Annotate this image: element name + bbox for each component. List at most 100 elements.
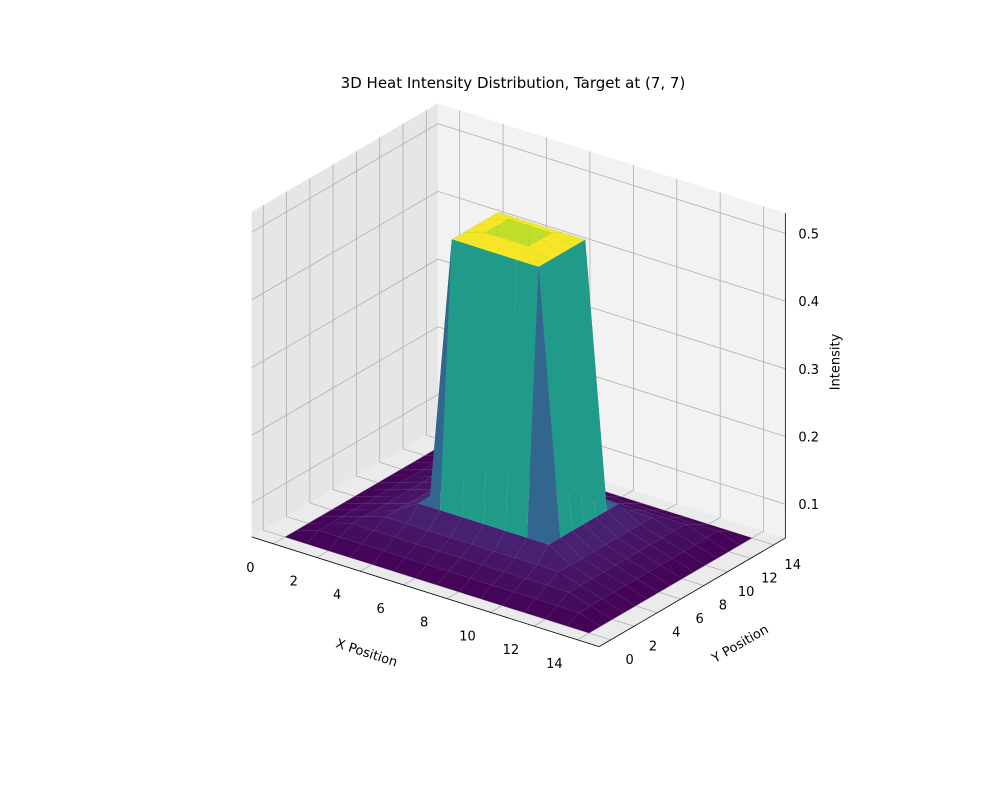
- surface-face: [561, 246, 596, 525]
- surface-face: [428, 510, 462, 538]
- surface-face: [567, 612, 601, 633]
- surface-face: [319, 509, 354, 517]
- gridline-y: [425, 110, 774, 546]
- z-tick-label: 0.1: [798, 498, 819, 513]
- gridline-z: [251, 394, 786, 505]
- x-axis-line: [251, 536, 600, 648]
- z-tick-label: 0.3: [798, 363, 819, 378]
- surface-face: [685, 524, 719, 538]
- surface-face: [361, 530, 396, 551]
- surface-face: [363, 510, 397, 517]
- surface-face: [378, 475, 412, 483]
- surface-face: [548, 537, 583, 565]
- z-axis-label: Intensity: [828, 333, 843, 390]
- surface-face: [620, 503, 654, 511]
- surface-face: [385, 503, 419, 524]
- surface-face: [471, 524, 506, 552]
- surface-face: [651, 517, 686, 532]
- surface-face: [568, 585, 603, 606]
- y-tick-label: 10: [738, 585, 755, 600]
- surface-face: [673, 524, 707, 545]
- surface-face: [603, 565, 638, 586]
- x-tick-label: 2: [290, 575, 298, 590]
- gridline-z: [251, 190, 786, 302]
- y-tick-label: 4: [672, 626, 680, 641]
- surface-face: [308, 516, 342, 524]
- surface-face: [393, 557, 427, 579]
- y-axis-label: Y Position: [709, 622, 772, 667]
- surface-face: [695, 537, 729, 559]
- surface-face: [718, 531, 752, 545]
- gridline-z: [251, 326, 786, 437]
- surface-face: [450, 517, 484, 545]
- y-tick-label: 8: [719, 599, 727, 614]
- surface-face: [528, 239, 562, 261]
- x-tick-label: 4: [333, 588, 341, 603]
- surface-face: [405, 544, 439, 565]
- surface-face: [602, 592, 636, 613]
- surface-face: [438, 537, 472, 558]
- surface-face: [470, 564, 504, 586]
- surface-face: [513, 578, 548, 599]
- surface-face: [389, 469, 424, 476]
- surface-face: [696, 524, 731, 532]
- surface-face: [285, 530, 319, 544]
- surface-face: [595, 510, 629, 538]
- surface-face: [354, 489, 389, 497]
- surface-face: [448, 557, 482, 579]
- surface-face: [486, 212, 521, 220]
- surface-face: [683, 544, 718, 566]
- surface-face: [630, 510, 664, 518]
- surface-face: [631, 503, 666, 511]
- surface-face: [663, 517, 697, 525]
- surface-face: [618, 503, 652, 525]
- surface-face: [318, 523, 352, 538]
- surface-face: [570, 558, 604, 579]
- chart-title: 3D Heat Intensity Distribution, Target a…: [341, 74, 686, 92]
- surface-face: [605, 537, 639, 559]
- surface-face: [351, 516, 386, 531]
- surface-face: [296, 523, 330, 531]
- surface-face: [440, 239, 474, 518]
- surface-face: [503, 558, 538, 579]
- x-tick-label: 10: [459, 629, 476, 644]
- surface-face: [525, 564, 559, 586]
- surface-face: [426, 551, 461, 572]
- x-axis-label: X Position: [334, 637, 399, 671]
- x-tick-label: 12: [503, 643, 520, 658]
- surface-face: [383, 537, 417, 558]
- surface-face: [508, 219, 542, 226]
- surface-face: [590, 599, 624, 620]
- surface-face: [557, 592, 591, 613]
- surface-face: [371, 550, 406, 572]
- surface-face: [610, 496, 644, 504]
- surface-face: [550, 253, 584, 532]
- surface-face: [493, 530, 527, 558]
- surface-face: [415, 564, 449, 585]
- surface-face: [328, 537, 362, 558]
- y-tick-label: 6: [695, 612, 703, 627]
- x-tick-label: 6: [376, 602, 384, 617]
- surface-face: [463, 225, 497, 233]
- surface-face: [675, 517, 709, 525]
- surface-face: [406, 503, 441, 531]
- surface-face: [396, 496, 431, 511]
- surface-face: [483, 253, 517, 531]
- surface-face: [617, 531, 651, 552]
- surface-face: [538, 260, 572, 538]
- surface-face: [613, 585, 648, 606]
- surface-face: [350, 544, 384, 565]
- surface-face: [306, 530, 341, 551]
- surface-face: [545, 605, 579, 627]
- surface-face: [395, 523, 429, 545]
- surface-face: [375, 503, 409, 511]
- surface-face: [598, 496, 632, 504]
- surface-face: [662, 531, 696, 552]
- surface-face: [560, 531, 594, 559]
- surface-face: [547, 571, 581, 593]
- surface-face: [573, 239, 607, 518]
- surface-face: [516, 246, 551, 267]
- surface-face: [650, 537, 684, 559]
- surface-face: [523, 598, 558, 620]
